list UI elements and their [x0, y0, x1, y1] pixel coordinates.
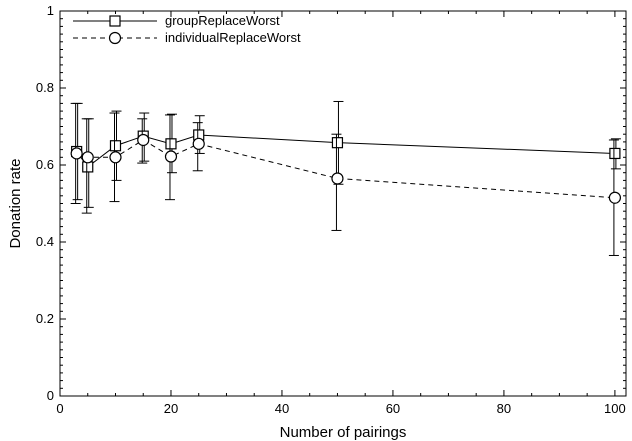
series-line — [76, 134, 615, 168]
data-point — [70, 147, 83, 160]
data-point — [165, 138, 177, 150]
data-point — [192, 137, 205, 150]
x-tick-label: 80 — [497, 401, 511, 416]
y-tick-label: 0.8 — [36, 80, 54, 95]
x-tick-label: 100 — [604, 401, 626, 416]
x-tick-label: 60 — [386, 401, 400, 416]
legend: groupReplaceWorst individualReplaceWorst — [73, 13, 301, 45]
data-point — [609, 147, 621, 160]
data-point — [331, 172, 344, 185]
x-tick-label: 0 — [56, 401, 63, 416]
legend-entry: groupReplaceWorst — [73, 13, 280, 28]
data-point — [331, 137, 344, 149]
data-point — [109, 140, 122, 152]
legend-label: groupReplaceWorst — [165, 13, 280, 28]
legend-label: individualReplaceWorst — [165, 30, 301, 45]
series-individualReplaceWorst — [70, 102, 622, 256]
y-tick-label: 0 — [47, 388, 54, 403]
legend-marker — [109, 15, 121, 27]
x-tick-label: 40 — [275, 401, 289, 416]
x-axis-title: Number of pairings — [280, 424, 407, 441]
series-groupReplaceWorst — [71, 100, 621, 208]
data-point — [109, 151, 122, 164]
data-point — [137, 133, 150, 147]
legend-marker — [108, 31, 122, 45]
y-tick-label: 0.6 — [36, 157, 54, 172]
data-point — [81, 151, 94, 164]
legend-entry: individualReplaceWorst — [73, 30, 301, 45]
series-line — [76, 139, 615, 199]
y-tick-label: 0.4 — [36, 234, 54, 249]
data-point — [82, 161, 94, 173]
plot-area: 0 20 40 60 80 100 0 0.2 0.4 0.6 0.8 1 — [36, 3, 627, 416]
y-axis-title: Donation rate — [7, 158, 24, 248]
plot-frame — [59, 10, 627, 397]
data-point — [608, 191, 622, 204]
data-point — [164, 150, 178, 163]
x-tick-label: 20 — [164, 401, 178, 416]
y-tick-label: 1 — [47, 3, 54, 18]
y-tick-label: 0.2 — [36, 311, 54, 326]
